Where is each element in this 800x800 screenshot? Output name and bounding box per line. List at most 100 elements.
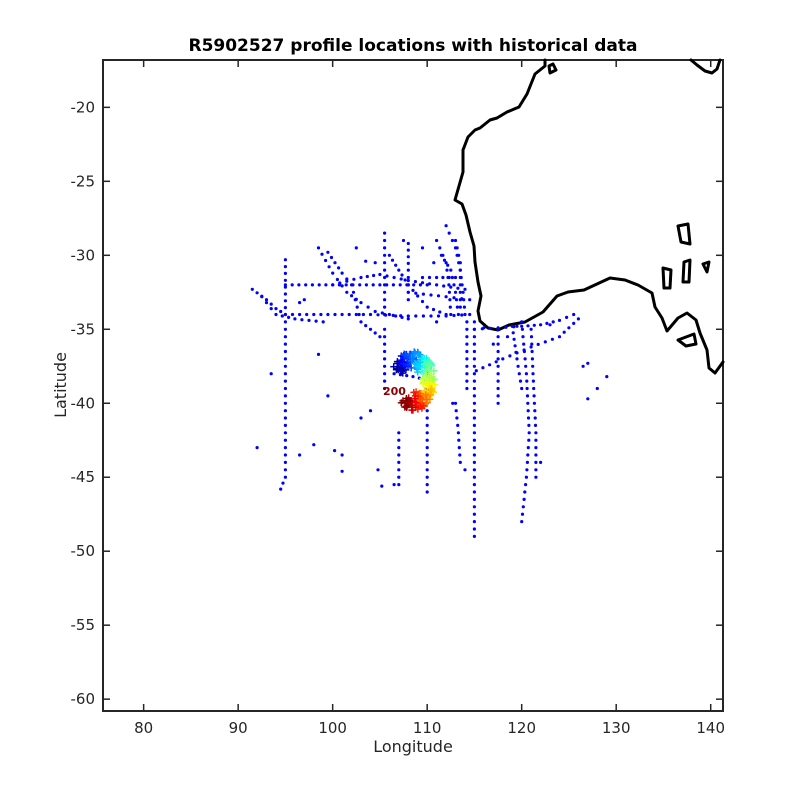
historical-point xyxy=(455,305,459,309)
historical-point xyxy=(436,294,441,298)
historical-point xyxy=(283,357,287,361)
historical-point xyxy=(524,475,529,479)
historical-point xyxy=(283,409,287,413)
historical-point xyxy=(316,352,321,356)
historical-point xyxy=(326,250,330,254)
historical-point xyxy=(435,320,439,324)
y-tick-label: -35 xyxy=(71,320,96,338)
y-tick-label: -45 xyxy=(71,468,96,486)
historical-point xyxy=(372,273,376,278)
historical-point xyxy=(510,324,514,328)
historical-point xyxy=(526,416,531,420)
historical-point xyxy=(340,453,344,457)
historical-point xyxy=(472,342,476,346)
historical-point xyxy=(283,401,287,405)
historical-point xyxy=(472,475,476,479)
historical-point xyxy=(472,401,476,405)
historical-point xyxy=(527,423,531,427)
x-axis-label: Longitude xyxy=(373,737,453,756)
historical-point xyxy=(496,335,500,339)
historical-point xyxy=(354,312,358,317)
historical-point xyxy=(406,314,410,318)
historical-point xyxy=(366,305,370,309)
historical-point xyxy=(472,512,476,516)
historical-point xyxy=(468,312,472,317)
historical-point xyxy=(250,287,254,291)
historical-point xyxy=(530,357,535,361)
historical-point xyxy=(488,363,492,367)
historical-point xyxy=(397,468,401,472)
historical-point xyxy=(406,241,410,246)
historical-point xyxy=(392,372,396,376)
historical-point xyxy=(496,364,500,368)
historical-point xyxy=(398,283,402,287)
historical-point xyxy=(383,312,387,317)
x-tick-label: 110 xyxy=(413,719,442,737)
historical-point xyxy=(380,484,384,488)
historical-point xyxy=(383,327,387,331)
historical-point xyxy=(527,438,531,442)
historical-point xyxy=(337,266,341,270)
historical-point xyxy=(383,290,387,294)
historical-point xyxy=(383,261,387,265)
historical-point xyxy=(397,483,401,487)
historical-point xyxy=(551,320,555,324)
historical-point xyxy=(283,475,287,479)
float-profile-points xyxy=(390,348,439,414)
y-tick-label: -20 xyxy=(71,98,96,116)
historical-point xyxy=(283,416,287,420)
historical-point xyxy=(331,271,335,275)
historical-point xyxy=(520,320,524,324)
historical-point xyxy=(406,248,410,252)
historical-point xyxy=(543,340,547,344)
historical-point xyxy=(378,283,382,287)
historical-point xyxy=(297,283,301,287)
historical-point xyxy=(405,374,409,378)
x-tick-label: 140 xyxy=(696,719,725,737)
historical-point xyxy=(429,293,433,297)
historical-point xyxy=(368,327,373,331)
y-axis-ticks: -20 -25 -30 -35 -40 -45 -50 -55 -60 xyxy=(71,98,723,708)
historical-point xyxy=(533,416,537,420)
historical-point xyxy=(383,268,387,272)
historical-point xyxy=(394,314,398,318)
historical-point xyxy=(319,312,323,317)
historical-point xyxy=(418,283,422,287)
historical-point xyxy=(465,386,469,391)
historical-point xyxy=(557,318,562,322)
historical-point xyxy=(532,401,537,405)
historical-point xyxy=(456,286,460,290)
historical-point xyxy=(472,379,476,383)
historical-point xyxy=(425,305,429,309)
historical-point xyxy=(439,253,443,257)
historical-point xyxy=(458,275,462,280)
historical-point xyxy=(447,231,451,235)
historical-point xyxy=(425,483,429,487)
historical-point xyxy=(260,295,264,299)
historical-point xyxy=(340,469,344,473)
historical-point xyxy=(406,275,410,280)
x-tick-label: 120 xyxy=(507,719,536,737)
historical-point xyxy=(400,315,404,319)
historical-point xyxy=(496,401,500,405)
historical-point xyxy=(533,423,538,427)
historical-point xyxy=(472,483,476,487)
historical-point xyxy=(534,438,538,442)
historical-point xyxy=(550,337,555,341)
coastline-island-4 xyxy=(661,266,673,290)
historical-point xyxy=(391,313,395,317)
historical-point xyxy=(425,416,429,420)
historical-point xyxy=(501,357,505,361)
historical-point xyxy=(474,369,478,373)
historical-point xyxy=(465,357,469,361)
historical-point xyxy=(383,335,387,339)
historical-point xyxy=(255,446,259,450)
historical-point xyxy=(283,438,287,442)
historical-point xyxy=(491,342,495,346)
historical-point xyxy=(605,375,609,379)
historical-point xyxy=(463,287,467,291)
coastline-island-3 xyxy=(681,258,692,284)
historical-point xyxy=(451,401,455,405)
historical-point xyxy=(383,386,387,391)
historical-point xyxy=(520,327,525,331)
